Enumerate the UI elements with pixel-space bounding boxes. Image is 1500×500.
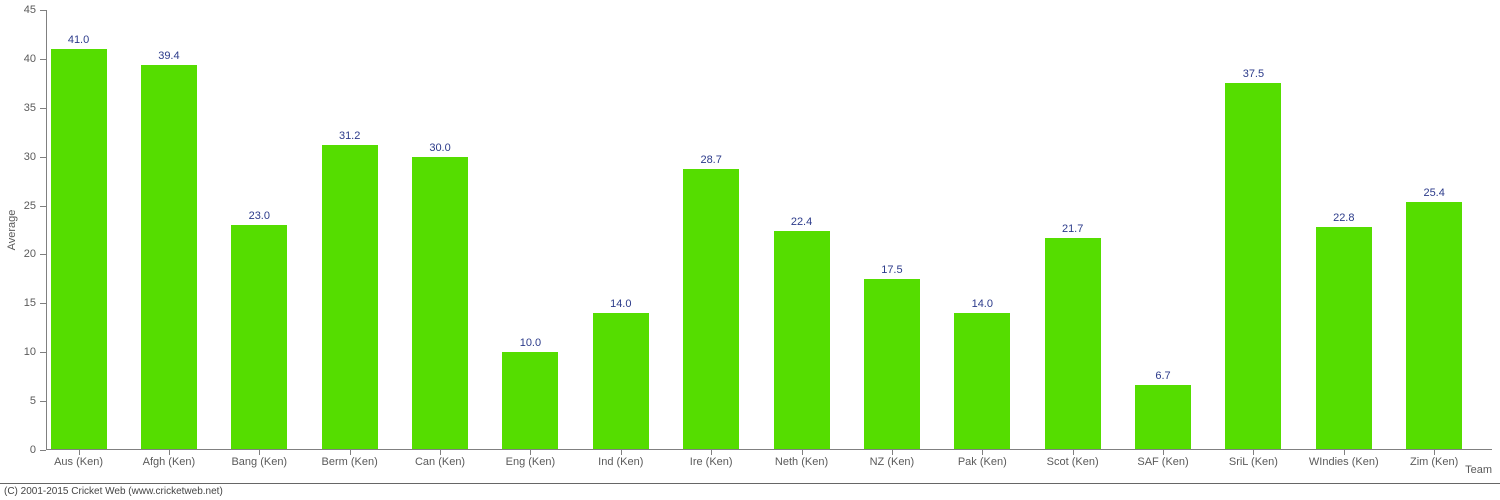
bar: 6.7 bbox=[1135, 385, 1191, 451]
x-tick-label: Eng (Ken) bbox=[506, 456, 556, 468]
bar-value-label: 37.5 bbox=[1243, 68, 1264, 80]
bar: 28.7 bbox=[683, 169, 739, 450]
x-tick bbox=[982, 450, 983, 455]
copyright-text: (C) 2001-2015 Cricket Web (www.cricketwe… bbox=[4, 486, 223, 497]
x-tick-label: Zim (Ken) bbox=[1410, 456, 1458, 468]
y-tick-label: 10 bbox=[24, 346, 36, 358]
y-tick-label: 45 bbox=[24, 4, 36, 16]
bar: 22.4 bbox=[774, 231, 830, 450]
bars-layer: 41.0 39.4 23.0 31.2 30.0 10.0 14.0 28.7 22.4 17.5… bbox=[46, 10, 1492, 450]
y-tick-label: 35 bbox=[24, 102, 36, 114]
bar-value-label: 25.4 bbox=[1423, 187, 1444, 199]
x-tick bbox=[530, 450, 531, 455]
bar-value-label: 31.2 bbox=[339, 130, 360, 142]
bar-value-label: 39.4 bbox=[158, 50, 179, 62]
y-tick bbox=[40, 254, 46, 255]
x-tick-label: NZ (Ken) bbox=[870, 456, 915, 468]
x-tick-label: WIndies (Ken) bbox=[1309, 456, 1379, 468]
copyright-footer: (C) 2001-2015 Cricket Web (www.cricketwe… bbox=[0, 483, 1500, 500]
x-tick bbox=[892, 450, 893, 455]
x-tick bbox=[1344, 450, 1345, 455]
y-axis-title: Average bbox=[6, 210, 18, 251]
x-tick bbox=[621, 450, 622, 455]
y-tick bbox=[40, 108, 46, 109]
x-tick bbox=[1253, 450, 1254, 455]
y-tick-label: 40 bbox=[24, 53, 36, 65]
y-tick-label: 25 bbox=[24, 200, 36, 212]
x-tick-label: Afgh (Ken) bbox=[143, 456, 196, 468]
y-tick bbox=[40, 10, 46, 11]
y-tick bbox=[40, 450, 46, 451]
x-tick-label: Aus (Ken) bbox=[54, 456, 103, 468]
bar: 31.2 bbox=[322, 145, 378, 450]
bar-value-label: 30.0 bbox=[429, 142, 450, 154]
y-tick bbox=[40, 303, 46, 304]
bar-value-label: 14.0 bbox=[972, 298, 993, 310]
x-tick-label: Scot (Ken) bbox=[1047, 456, 1099, 468]
x-tick-label: Ire (Ken) bbox=[690, 456, 733, 468]
bar: 17.5 bbox=[864, 279, 920, 450]
x-tick-label: Neth (Ken) bbox=[775, 456, 828, 468]
y-tick bbox=[40, 157, 46, 158]
bar: 25.4 bbox=[1406, 202, 1462, 450]
y-tick bbox=[40, 401, 46, 402]
y-tick-label: 15 bbox=[24, 297, 36, 309]
bar-value-label: 23.0 bbox=[249, 210, 270, 222]
bar: 37.5 bbox=[1225, 83, 1281, 450]
x-tick bbox=[440, 450, 441, 455]
y-tick bbox=[40, 352, 46, 353]
x-tick-label: Ind (Ken) bbox=[598, 456, 643, 468]
x-tick bbox=[350, 450, 351, 455]
bar-value-label: 6.7 bbox=[1155, 370, 1170, 382]
x-tick-label: SriL (Ken) bbox=[1229, 456, 1278, 468]
bar: 21.7 bbox=[1045, 238, 1101, 450]
y-tick bbox=[40, 59, 46, 60]
bar: 41.0 bbox=[51, 49, 107, 450]
bar: 23.0 bbox=[231, 225, 287, 450]
bar: 14.0 bbox=[593, 313, 649, 450]
bar: 14.0 bbox=[954, 313, 1010, 450]
bar-value-label: 10.0 bbox=[520, 337, 541, 349]
x-tick bbox=[1073, 450, 1074, 455]
bar: 30.0 bbox=[412, 157, 468, 450]
x-tick-label: Pak (Ken) bbox=[958, 456, 1007, 468]
y-tick-label: 0 bbox=[30, 444, 36, 456]
bar-value-label: 41.0 bbox=[68, 34, 89, 46]
x-tick-label: Bang (Ken) bbox=[231, 456, 287, 468]
y-tick-label: 5 bbox=[30, 395, 36, 407]
x-tick bbox=[711, 450, 712, 455]
bar-value-label: 22.8 bbox=[1333, 212, 1354, 224]
bar-value-label: 28.7 bbox=[700, 154, 721, 166]
bar-value-label: 14.0 bbox=[610, 298, 631, 310]
x-tick bbox=[79, 450, 80, 455]
chart-container: Average Team 41.0 39.4 23.0 31.2 30.0 10.0 14.… bbox=[0, 0, 1500, 500]
x-axis-line bbox=[46, 449, 1492, 450]
x-tick bbox=[1163, 450, 1164, 455]
x-axis-title: Team bbox=[1465, 464, 1492, 476]
x-tick bbox=[802, 450, 803, 455]
y-tick-label: 30 bbox=[24, 151, 36, 163]
y-tick bbox=[40, 206, 46, 207]
x-tick bbox=[259, 450, 260, 455]
bar: 22.8 bbox=[1316, 227, 1372, 450]
bar: 39.4 bbox=[141, 65, 197, 450]
x-tick-label: Berm (Ken) bbox=[322, 456, 378, 468]
plot-area: Average Team 41.039.423.031.230.010.014.… bbox=[46, 10, 1492, 450]
x-tick-label: SAF (Ken) bbox=[1137, 456, 1188, 468]
bar-value-label: 22.4 bbox=[791, 216, 812, 228]
y-tick-label: 20 bbox=[24, 248, 36, 260]
x-tick bbox=[1434, 450, 1435, 455]
bar: 10.0 bbox=[502, 352, 558, 450]
bar-value-label: 21.7 bbox=[1062, 223, 1083, 235]
x-tick bbox=[169, 450, 170, 455]
x-tick-label: Can (Ken) bbox=[415, 456, 465, 468]
bar-value-label: 17.5 bbox=[881, 264, 902, 276]
y-axis-line bbox=[46, 10, 47, 450]
